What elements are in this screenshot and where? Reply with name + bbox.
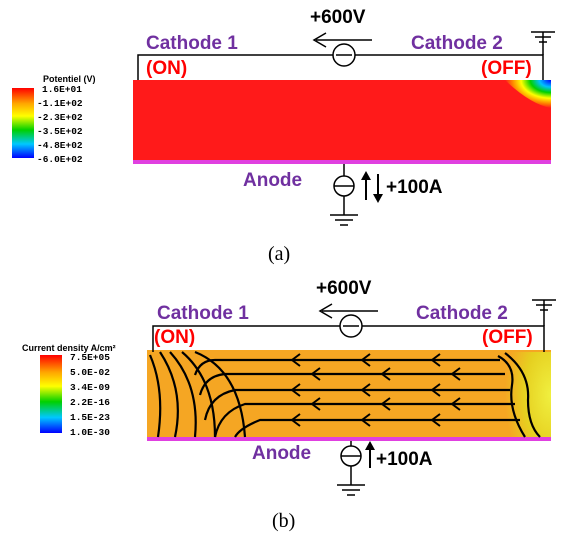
potential-field (133, 80, 551, 162)
legend-tick-b-0: 7.5E+05 (70, 352, 110, 363)
anode-strip-b (147, 437, 551, 441)
potential-gradient-corner (505, 80, 551, 108)
caption-a: (a) (268, 243, 291, 265)
current-field (147, 350, 551, 440)
legend-tick-a-2: -2.3E+02 (37, 112, 83, 123)
colorbar-b (40, 355, 62, 433)
legend-tick-b-1: 5.0E-02 (70, 367, 110, 378)
cathode2-state-b: (OFF) (482, 327, 533, 348)
voltage-label-b: +600V (316, 278, 372, 299)
legend-tick-a-1: -1.1E+02 (37, 98, 83, 109)
colorbar-a (12, 88, 34, 158)
anode-label-a: Anode (243, 170, 303, 191)
legend-tick-a-4: -4.8E+02 (37, 140, 83, 151)
cathode2-state-a: (OFF) (481, 58, 532, 79)
cathode1-label-a: Cathode 1 (146, 33, 238, 54)
cathode1-state-a: (ON) (146, 58, 188, 79)
legend-tick-a-3: -3.5E+02 (37, 126, 83, 137)
current-streamlines (148, 350, 541, 438)
legend-title-a: Potentiel (V) (43, 74, 96, 84)
current-label-a: +100A (386, 177, 443, 198)
legend-tick-a-5: -6.0E+02 (37, 154, 83, 165)
streamline-arrowheads (290, 353, 461, 427)
legend-tick-b-2: 3.4E-09 (70, 382, 110, 393)
cathode1-label-b: Cathode 1 (157, 303, 249, 324)
legend-title-b: Current density A/cm² (22, 343, 116, 353)
cathode2-label-a: Cathode 2 (411, 33, 503, 54)
caption-b: (b) (272, 510, 296, 532)
legend-tick-b-4: 1.5E-23 (70, 412, 110, 423)
legend-tick-b-3: 2.2E-16 (70, 397, 110, 408)
cathode2-label-b: Cathode 2 (416, 303, 508, 324)
legend-tick-a-0: 1.6E+01 (42, 84, 82, 95)
anode-strip-a (133, 160, 551, 164)
legend-tick-b-5: 1.0E-30 (70, 427, 110, 438)
voltage-label-a: +600V (310, 7, 366, 28)
current-label-b: +100A (376, 449, 433, 470)
anode-label-b: Anode (252, 443, 312, 464)
cathode1-state-b: (ON) (154, 327, 196, 348)
